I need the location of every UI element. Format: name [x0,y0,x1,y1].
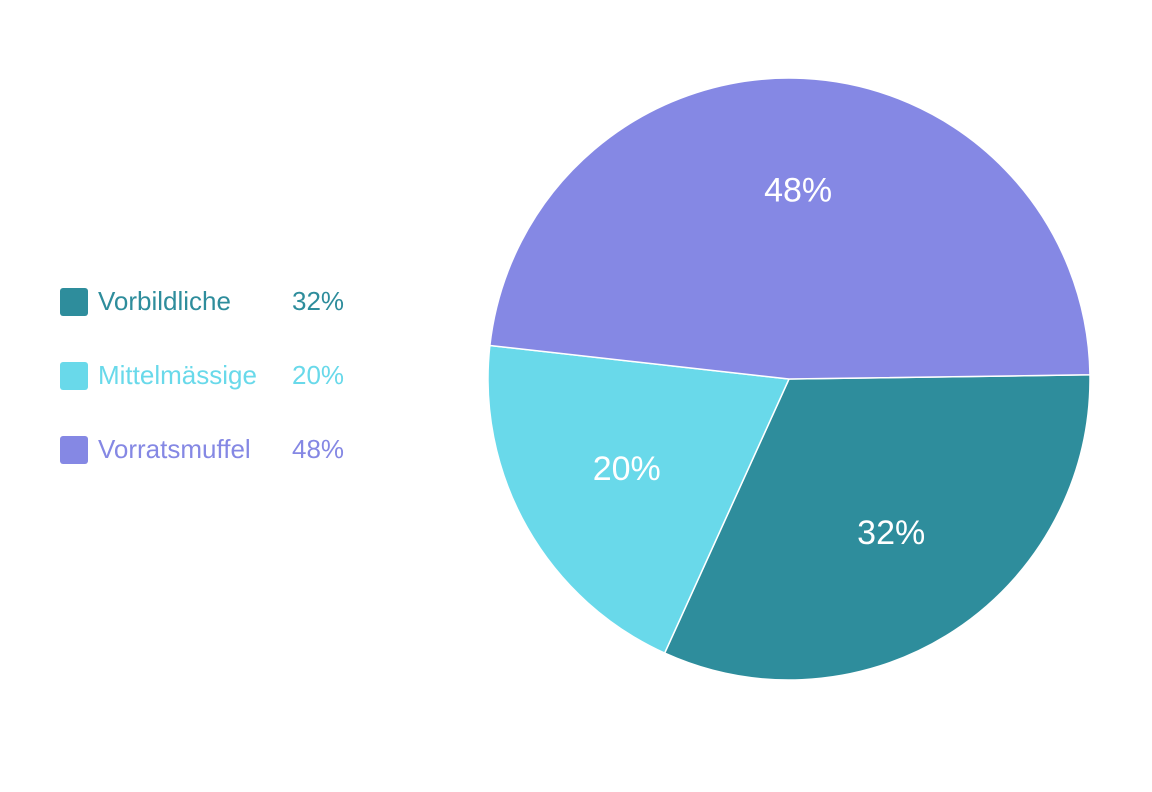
legend-item-vorbildliche[interactable]: Vorbildliche 32% [60,282,380,318]
pie-slice-vorratsmuffel[interactable] [489,77,1091,380]
slice-value-label-mittelmässige: 20% [593,450,661,488]
legend-label-vorratsmuffel: Vorratsmuffel [98,434,251,464]
slice-value-label-vorbildliche: 32% [857,514,925,552]
legend-swatch-vorratsmuffel [60,436,88,464]
legend-swatch-vorbildliche [60,288,88,316]
pie-slice-vorbildliche[interactable] [663,374,1091,681]
legend-label-mittelmaessige: Mittelmässige [98,360,257,390]
legend-value-vorbildliche: 32% [292,286,345,316]
legend-swatch-mittelmaessige [60,362,88,390]
pie-slice-mittelmässige[interactable] [487,344,790,654]
legend-item-vorratsmuffel[interactable]: Vorratsmuffel 48% [60,430,380,466]
legend-value-mittelmaessige: 20% [292,360,345,390]
legend-value-vorratsmuffel: 48% [292,434,345,464]
slice-value-label-vorratsmuffel: 48% [764,172,832,210]
legend-item-mittelmaessige[interactable]: Mittelmässige 20% [60,356,380,392]
chart-legend: Vorbildliche 32% Mittelmässige 20% Vorra… [60,282,380,504]
legend-label-vorbildliche: Vorbildliche [98,286,231,316]
